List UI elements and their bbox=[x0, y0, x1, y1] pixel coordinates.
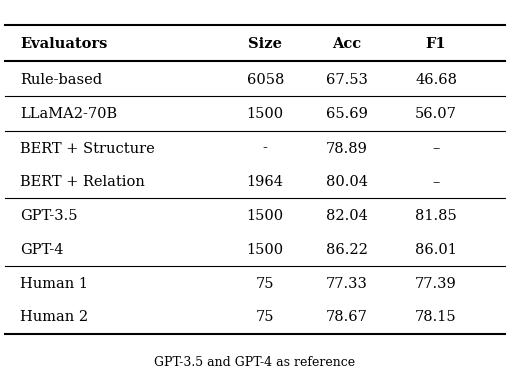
Text: 80.04: 80.04 bbox=[325, 175, 367, 189]
Text: -: - bbox=[262, 141, 267, 156]
Text: 1500: 1500 bbox=[246, 209, 283, 223]
Text: 78.89: 78.89 bbox=[325, 141, 367, 156]
Text: F1: F1 bbox=[425, 37, 445, 51]
Text: 56.07: 56.07 bbox=[414, 107, 456, 121]
Text: Size: Size bbox=[248, 37, 281, 51]
Text: LLaMA2-70B: LLaMA2-70B bbox=[20, 107, 117, 121]
Text: 78.67: 78.67 bbox=[325, 310, 367, 324]
Text: –: – bbox=[432, 141, 439, 156]
Text: 82.04: 82.04 bbox=[325, 209, 367, 223]
Text: 6058: 6058 bbox=[246, 73, 284, 86]
Text: 1500: 1500 bbox=[246, 243, 283, 257]
Text: 46.68: 46.68 bbox=[414, 73, 456, 86]
Text: 77.39: 77.39 bbox=[414, 277, 456, 291]
Text: 65.69: 65.69 bbox=[325, 107, 367, 121]
Text: 77.33: 77.33 bbox=[325, 277, 367, 291]
Text: 81.85: 81.85 bbox=[414, 209, 456, 223]
Text: GPT-3.5: GPT-3.5 bbox=[20, 209, 78, 223]
Text: 75: 75 bbox=[256, 277, 274, 291]
Text: Rule-based: Rule-based bbox=[20, 73, 102, 86]
Text: 86.01: 86.01 bbox=[414, 243, 456, 257]
Text: BERT + Relation: BERT + Relation bbox=[20, 175, 145, 189]
Text: 1500: 1500 bbox=[246, 107, 283, 121]
Text: 86.22: 86.22 bbox=[325, 243, 367, 257]
Text: Human 1: Human 1 bbox=[20, 277, 88, 291]
Text: 75: 75 bbox=[256, 310, 274, 324]
Text: 67.53: 67.53 bbox=[325, 73, 367, 86]
Text: BERT + Structure: BERT + Structure bbox=[20, 141, 155, 156]
Text: GPT-3.5 and GPT-4 as reference: GPT-3.5 and GPT-4 as reference bbox=[154, 356, 355, 369]
Text: GPT-4: GPT-4 bbox=[20, 243, 64, 257]
Text: Evaluators: Evaluators bbox=[20, 37, 107, 51]
Text: Human 2: Human 2 bbox=[20, 310, 89, 324]
Text: 1964: 1964 bbox=[246, 175, 283, 189]
Text: 78.15: 78.15 bbox=[414, 310, 456, 324]
Text: –: – bbox=[432, 175, 439, 189]
Text: Acc: Acc bbox=[331, 37, 361, 51]
